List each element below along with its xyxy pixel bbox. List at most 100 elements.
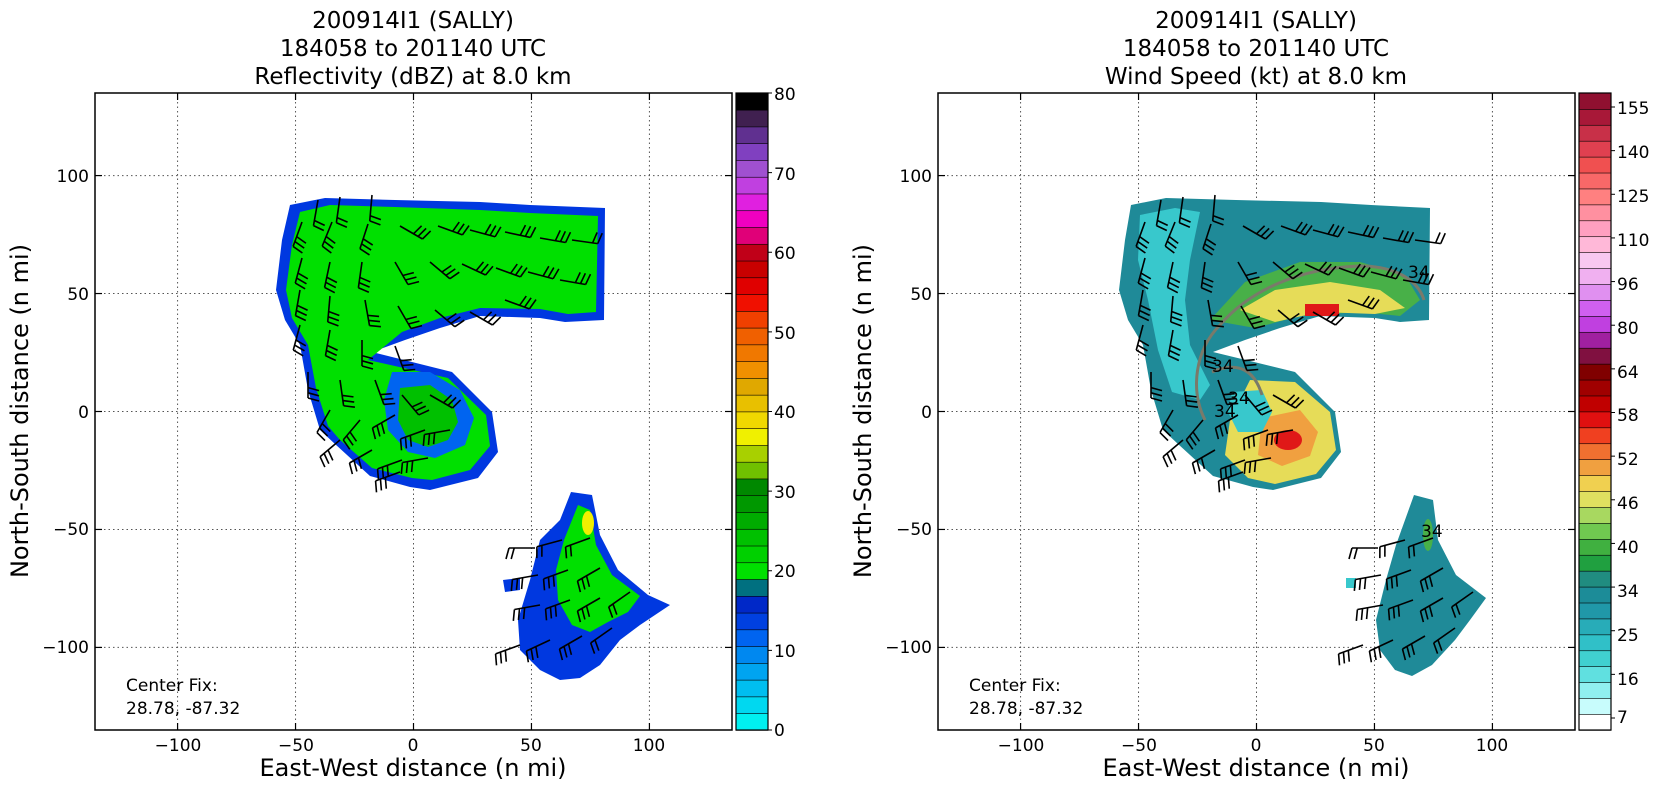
left-colorbar-segment xyxy=(735,444,769,463)
left-wind-barb xyxy=(335,196,348,228)
right-colorbar-segment xyxy=(1578,506,1612,524)
left-wind-barb xyxy=(437,221,470,236)
right-colorbar-segment xyxy=(1578,458,1612,476)
right-wind-barb xyxy=(1382,230,1415,244)
right-colorbar-segment xyxy=(1578,299,1612,317)
right-colorbar-segment xyxy=(1578,267,1612,285)
right-colorbar-tick-label: 125 xyxy=(1617,187,1649,207)
left-wind-barb xyxy=(394,261,420,286)
left-title-line-3: Reflectivity (dBZ) at 8.0 km xyxy=(254,64,571,90)
left-xtick-label: −100 xyxy=(155,736,202,756)
right-34kt-contour xyxy=(1195,264,1426,421)
right-colorbar-segment xyxy=(1578,140,1612,158)
right-wind-barb xyxy=(1419,597,1444,623)
left-wind-barb xyxy=(374,379,396,406)
left-wind-barb xyxy=(339,379,356,408)
left-colorbar-segment xyxy=(735,478,769,497)
right-tick-marks xyxy=(938,93,1575,730)
left-colorbar-segment xyxy=(735,679,769,698)
left-colorbar-segment xyxy=(735,595,769,614)
right-wind-barb xyxy=(1169,295,1183,327)
right-title-line-2: 184058 to 201140 UTC xyxy=(1123,36,1389,62)
right-34kt-eye-contour xyxy=(1211,365,1264,396)
right-colorbar-segment xyxy=(1578,283,1612,301)
left-colorbar-segment xyxy=(735,662,769,681)
left-colorbar-segment xyxy=(735,142,769,161)
right-wind-barb xyxy=(1185,419,1204,450)
left-colorbar-segment xyxy=(735,193,769,212)
left-colorbar-segment xyxy=(735,562,769,580)
right-ytick-label: 0 xyxy=(921,403,932,423)
right-red-cell xyxy=(1305,304,1339,316)
right-wind-barb xyxy=(1304,261,1337,276)
right-colorbar-tick-label: 58 xyxy=(1617,406,1639,426)
right-colorbar-segment xyxy=(1578,172,1612,190)
left-wind-barb xyxy=(312,199,326,232)
left-colorbar-segment xyxy=(735,126,769,144)
right-contour-label: 34 xyxy=(1212,357,1234,377)
right-wind-barb xyxy=(1211,194,1225,226)
right-colorbar-segment xyxy=(1578,188,1612,206)
right-colorbar-tick-label: 155 xyxy=(1617,99,1649,119)
left-wind-barb xyxy=(494,644,521,666)
left-wind-barb xyxy=(527,265,560,280)
right-colorbar-segment xyxy=(1578,363,1612,381)
left-wind-barb xyxy=(558,635,583,661)
right-colorbar-segment xyxy=(1578,538,1612,556)
right-wind-barb xyxy=(1280,221,1313,236)
left-wind-barb xyxy=(294,289,308,322)
right-contour-label: 34 xyxy=(1408,263,1430,283)
left-xtick-label: 100 xyxy=(633,736,665,756)
right-wind-barb xyxy=(1167,329,1181,362)
left-wind-barb xyxy=(429,261,460,280)
right-wind-barb xyxy=(1347,295,1380,310)
left-colorbar-segment xyxy=(735,612,769,631)
right-xtick-label: 50 xyxy=(1363,736,1385,756)
right-wind-barb xyxy=(1379,539,1406,559)
right-wind-barb xyxy=(1272,261,1303,280)
right-colorbar-tick-label: 110 xyxy=(1617,231,1649,251)
right-outer-band-green-cell xyxy=(1423,519,1433,551)
left-wind-barb xyxy=(564,537,591,559)
left-colorbar-segment xyxy=(735,545,769,564)
left-wind-barb xyxy=(399,225,432,240)
right-wind-barb xyxy=(1162,439,1184,468)
left-xtick-label: −50 xyxy=(278,736,314,756)
left-colorbar-segment xyxy=(735,277,769,295)
right-wind-barb xyxy=(1402,272,1435,286)
left-colorbar-segment xyxy=(735,712,769,731)
left-wind-barb xyxy=(323,261,338,294)
right-colorbar-segment xyxy=(1578,602,1612,620)
right-wind-barb xyxy=(1191,449,1216,475)
right-wind-barb xyxy=(1368,639,1394,663)
left-wind-barb xyxy=(368,194,382,226)
right-wind-barb xyxy=(1387,599,1414,621)
left-storm-band-core xyxy=(286,205,598,480)
right-colorbar-segment xyxy=(1578,331,1612,349)
left-colorbar-segment xyxy=(735,461,769,480)
right-center-fix-value: 28.78, -87.32 xyxy=(969,699,1083,719)
left-colorbar-tick-label: 70 xyxy=(774,165,796,185)
right-wind-barb xyxy=(1450,591,1474,618)
left-colorbar-segment xyxy=(735,176,769,195)
right-colorbar-segment xyxy=(1578,681,1612,699)
right-wind-barb xyxy=(1338,263,1371,278)
left-wind-barb xyxy=(401,394,430,416)
right-colorbar-segment xyxy=(1578,204,1612,222)
left-wind-barb xyxy=(461,261,494,276)
left-colorbar-tick-label: 50 xyxy=(774,324,796,344)
right-wind-barb xyxy=(1159,409,1174,442)
left-wind-barb xyxy=(399,429,426,451)
left-wind-barb xyxy=(589,627,613,654)
left-colorbar-segment xyxy=(735,226,769,245)
left-tick-marks xyxy=(95,93,732,730)
right-colorbar-tick-label: 80 xyxy=(1617,319,1639,339)
wind-speed-panel: 200914I1 (SALLY) 184058 to 201140 UTC Wi… xyxy=(849,8,1649,782)
right-wind-barb xyxy=(1217,379,1239,406)
left-wind-barb xyxy=(319,439,341,468)
right-colorbar-tick-label: 34 xyxy=(1617,582,1639,602)
right-colorbar-tick-label: 52 xyxy=(1617,450,1639,470)
left-colorbar-segment xyxy=(735,511,769,530)
right-wind-barbs xyxy=(1135,194,1474,666)
left-colorbar-segment xyxy=(735,109,769,128)
